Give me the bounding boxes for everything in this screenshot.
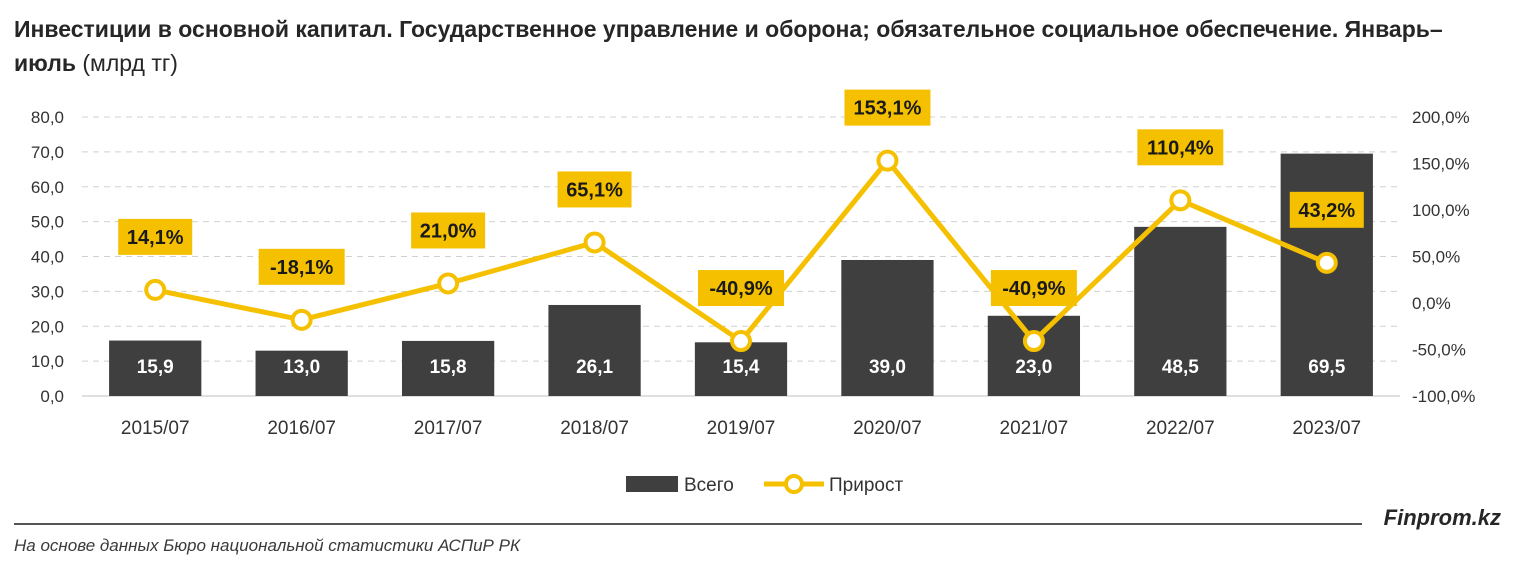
growth-marker bbox=[1315, 251, 1338, 274]
y2-tick-label: 150,0% bbox=[1412, 155, 1470, 174]
y-tick-label: 50,0 bbox=[31, 213, 64, 232]
chart: 0,0 10,0 20,0 30,0 40,0 50,0 60,0 70,0 80,0 -100,… bbox=[31, 89, 1475, 496]
x-tick-label: 2016/07 bbox=[267, 418, 336, 439]
bar bbox=[841, 259, 934, 396]
growth-label: -18,1% bbox=[270, 257, 334, 279]
growth-label-box bbox=[557, 171, 632, 208]
brand-logo-text: Finprom.kz bbox=[1383, 505, 1501, 530]
legend-line-label: Прирост bbox=[829, 475, 903, 496]
y2-tick-label: 50,0% bbox=[1412, 248, 1460, 267]
legend-bar-swatch bbox=[626, 476, 678, 492]
growth-label-box bbox=[258, 248, 345, 285]
x-tick-label: 2015/07 bbox=[121, 418, 190, 439]
growth-marker bbox=[1169, 189, 1192, 212]
growth-marker bbox=[144, 278, 167, 301]
y-tick-label: 60,0 bbox=[31, 178, 64, 197]
y2-tick-label: 200,0% bbox=[1412, 108, 1470, 127]
growth-label-box bbox=[698, 270, 784, 307]
bar bbox=[109, 340, 202, 396]
growth-label: -40,9% bbox=[1002, 278, 1066, 300]
growth-label: 43,2% bbox=[1298, 200, 1355, 222]
growth-marker bbox=[876, 149, 899, 172]
growth-marker bbox=[290, 308, 313, 331]
bar bbox=[255, 350, 348, 396]
growth-label: 21,0% bbox=[420, 220, 477, 242]
y2-tick-label: 0,0% bbox=[1412, 294, 1451, 313]
x-tick-label: 2017/07 bbox=[414, 418, 483, 439]
y-tick-label: 10,0 bbox=[31, 352, 64, 371]
y2-tick-label: 100,0% bbox=[1412, 201, 1470, 220]
growth-marker bbox=[730, 330, 752, 353]
footer-divider bbox=[14, 523, 1362, 525]
growth-label: 65,1% bbox=[566, 179, 623, 201]
bar-value-label: 15,4 bbox=[723, 357, 760, 378]
bar-value-label: 15,8 bbox=[430, 357, 467, 378]
y-tick-label: 0,0 bbox=[40, 387, 64, 406]
bar-value-label: 13,0 bbox=[283, 357, 320, 378]
growth-label-box bbox=[118, 218, 193, 255]
bar bbox=[401, 340, 495, 396]
source-note: На основе данных Бюро национальной стати… bbox=[14, 536, 520, 555]
x-tick-label: 2022/07 bbox=[1146, 418, 1215, 439]
y2-tick-label: -50,0% bbox=[1412, 341, 1466, 360]
growth-label-box bbox=[990, 270, 1077, 307]
bar bbox=[548, 304, 641, 396]
growth-label: 110,4% bbox=[1147, 137, 1214, 159]
growth-label-box bbox=[1137, 129, 1224, 166]
chart-title-unit: (млрд тг) bbox=[75, 50, 178, 76]
x-tick-label: 2018/07 bbox=[560, 418, 629, 439]
x-tick-label: 2021/07 bbox=[1000, 418, 1069, 439]
y-tick-label: 80,0 bbox=[31, 108, 64, 127]
bar bbox=[1134, 226, 1227, 396]
bar-value-label: 48,5 bbox=[1162, 357, 1199, 378]
x-tick-label: 2019/07 bbox=[707, 418, 776, 439]
growth-marker bbox=[437, 272, 460, 295]
x-tick-label: 2023/07 bbox=[1292, 418, 1361, 439]
legend-line-marker bbox=[784, 474, 804, 494]
bar-value-label: 69,5 bbox=[1308, 357, 1345, 378]
bar-value-label: 23,0 bbox=[1015, 357, 1052, 378]
growth-label-box bbox=[844, 89, 931, 126]
growth-label-box bbox=[411, 212, 486, 249]
bar-value-label: 26,1 bbox=[576, 357, 613, 378]
y-tick-label: 70,0 bbox=[31, 143, 64, 162]
bar-value-label: 39,0 bbox=[869, 357, 906, 378]
x-tick-label: 2020/07 bbox=[853, 418, 922, 439]
y2-tick-label: -100,0% bbox=[1412, 387, 1475, 406]
chart-title: Инвестиции в основной капитал. Государст… bbox=[14, 12, 1494, 80]
y-tick-label: 40,0 bbox=[31, 248, 64, 267]
growth-label: 14,1% bbox=[127, 227, 184, 249]
growth-marker bbox=[583, 231, 606, 254]
bar-value-label: 15,9 bbox=[137, 357, 174, 378]
growth-marker bbox=[1022, 330, 1045, 353]
growth-label-box bbox=[1289, 191, 1364, 228]
bar bbox=[987, 315, 1081, 396]
chart-title-main: Инвестиции в основной капитал. Государст… bbox=[14, 16, 1443, 76]
growth-label: -40,9% bbox=[709, 278, 773, 300]
y-tick-label: 20,0 bbox=[31, 317, 64, 336]
y-tick-label: 30,0 bbox=[31, 282, 64, 301]
legend-bar-label: Всего bbox=[684, 475, 734, 496]
growth-label: 153,1% bbox=[854, 98, 922, 120]
